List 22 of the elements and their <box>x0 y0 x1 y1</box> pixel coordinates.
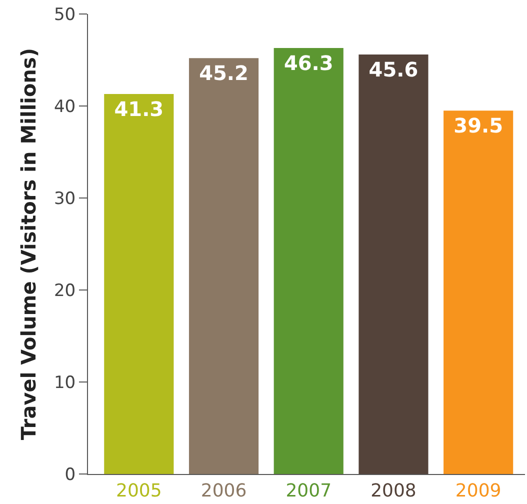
y-tick-label: 50 <box>54 4 76 25</box>
y-tick-label: 0 <box>64 464 76 485</box>
x-tick-label: 2005 <box>116 480 162 502</box>
data-label: 39.5 <box>454 114 504 138</box>
y-tick-label: 10 <box>54 372 76 393</box>
bar <box>188 58 259 474</box>
x-tick-label: 2007 <box>286 480 332 502</box>
x-tick-label: 2006 <box>200 480 247 502</box>
bar <box>444 110 514 474</box>
bar <box>274 48 344 474</box>
data-label: 41.3 <box>114 97 164 122</box>
x-tick-label: 2008 <box>370 480 416 502</box>
data-label: 45.6 <box>368 57 418 82</box>
bar <box>104 94 174 474</box>
bar <box>358 54 428 474</box>
x-tick-label: 2009 <box>455 480 502 502</box>
y-tick-label: 40 <box>54 96 76 117</box>
y-tick-label: 30 <box>54 188 76 209</box>
y-axis-title: Travel Volume (Visitors in Millions) <box>16 48 40 440</box>
y-tick-label: 20 <box>54 280 76 301</box>
data-label: 46.3 <box>284 51 334 76</box>
data-label: 45.2 <box>199 61 248 86</box>
